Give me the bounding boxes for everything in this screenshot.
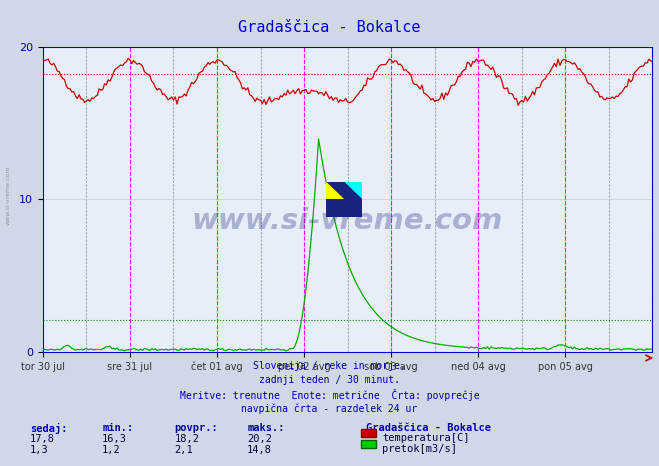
Text: 16,3: 16,3	[102, 434, 127, 444]
Text: 2,1: 2,1	[175, 445, 193, 455]
Text: navpična črta - razdelek 24 ur: navpična črta - razdelek 24 ur	[241, 403, 418, 414]
Polygon shape	[326, 182, 362, 217]
Text: sedaj:: sedaj:	[30, 423, 67, 434]
Text: maks.:: maks.:	[247, 423, 285, 433]
Text: 17,8: 17,8	[30, 434, 55, 444]
Text: min.:: min.:	[102, 423, 133, 433]
Text: Meritve: trenutne  Enote: metrične  Črta: povprečje: Meritve: trenutne Enote: metrične Črta: …	[180, 389, 479, 401]
Polygon shape	[344, 182, 362, 199]
Text: Slovenija / reke in morje.: Slovenija / reke in morje.	[253, 361, 406, 371]
Text: 1,2: 1,2	[102, 445, 121, 455]
Text: Gradaščica - Bokalce: Gradaščica - Bokalce	[366, 423, 491, 433]
Text: 20,2: 20,2	[247, 434, 272, 444]
Polygon shape	[344, 182, 362, 199]
Text: povpr.:: povpr.:	[175, 423, 218, 433]
Polygon shape	[326, 182, 344, 199]
Text: 14,8: 14,8	[247, 445, 272, 455]
Text: www.si-vreme.com: www.si-vreme.com	[192, 206, 503, 234]
Text: Gradaščica - Bokalce: Gradaščica - Bokalce	[239, 20, 420, 35]
Text: pretok[m3/s]: pretok[m3/s]	[382, 444, 457, 454]
Text: www.si-vreme.com: www.si-vreme.com	[6, 166, 11, 226]
Text: 18,2: 18,2	[175, 434, 200, 444]
Polygon shape	[326, 199, 362, 217]
Text: temperatura[C]: temperatura[C]	[382, 433, 470, 443]
Text: zadnji teden / 30 minut.: zadnji teden / 30 minut.	[259, 375, 400, 385]
Text: 1,3: 1,3	[30, 445, 48, 455]
